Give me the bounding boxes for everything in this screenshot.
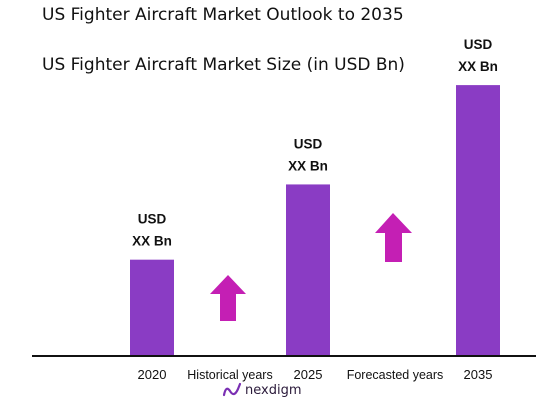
value-labels-layer: USD XX Bn USD XX Bn USD XX Bn: [132, 37, 498, 249]
forecasted-years-label: Forecasted years: [347, 368, 444, 382]
x-tick-labels-layer: 2020 2025 2035: [138, 367, 493, 382]
value-label-2025-line-1: USD: [294, 136, 323, 151]
value-label-2020-line-2: XX Bn: [132, 234, 172, 249]
value-label-2035-line-2: XX Bn: [458, 59, 498, 74]
historical-years-label: Historical years: [187, 368, 272, 382]
bar-2025: [286, 184, 330, 356]
x-tick-label-2020: 2020: [138, 367, 167, 382]
chart-title: US Fighter Aircraft Market Outlook to 20…: [42, 5, 404, 25]
chart-subtitle: US Fighter Aircraft Market Size (in USD …: [42, 55, 405, 75]
x-tick-label-2025: 2025: [294, 367, 323, 382]
brand-name: nexdigm: [245, 383, 301, 398]
brand-logo: nexdigm: [222, 382, 301, 398]
value-label-2025-line-2: XX Bn: [288, 158, 328, 173]
bar-2020: [130, 259, 174, 356]
value-label-2020-line-1: USD: [138, 212, 167, 227]
value-label-2035-line-1: USD: [464, 37, 493, 52]
nexdigm-logo-icon: [222, 382, 242, 397]
historical-growth-arrow-icon: [210, 275, 246, 321]
x-tick-label-2035: 2035: [464, 367, 493, 382]
forecast-growth-arrow-icon: [375, 213, 412, 262]
bar-2035: [456, 85, 500, 356]
bars-layer: [130, 85, 500, 356]
